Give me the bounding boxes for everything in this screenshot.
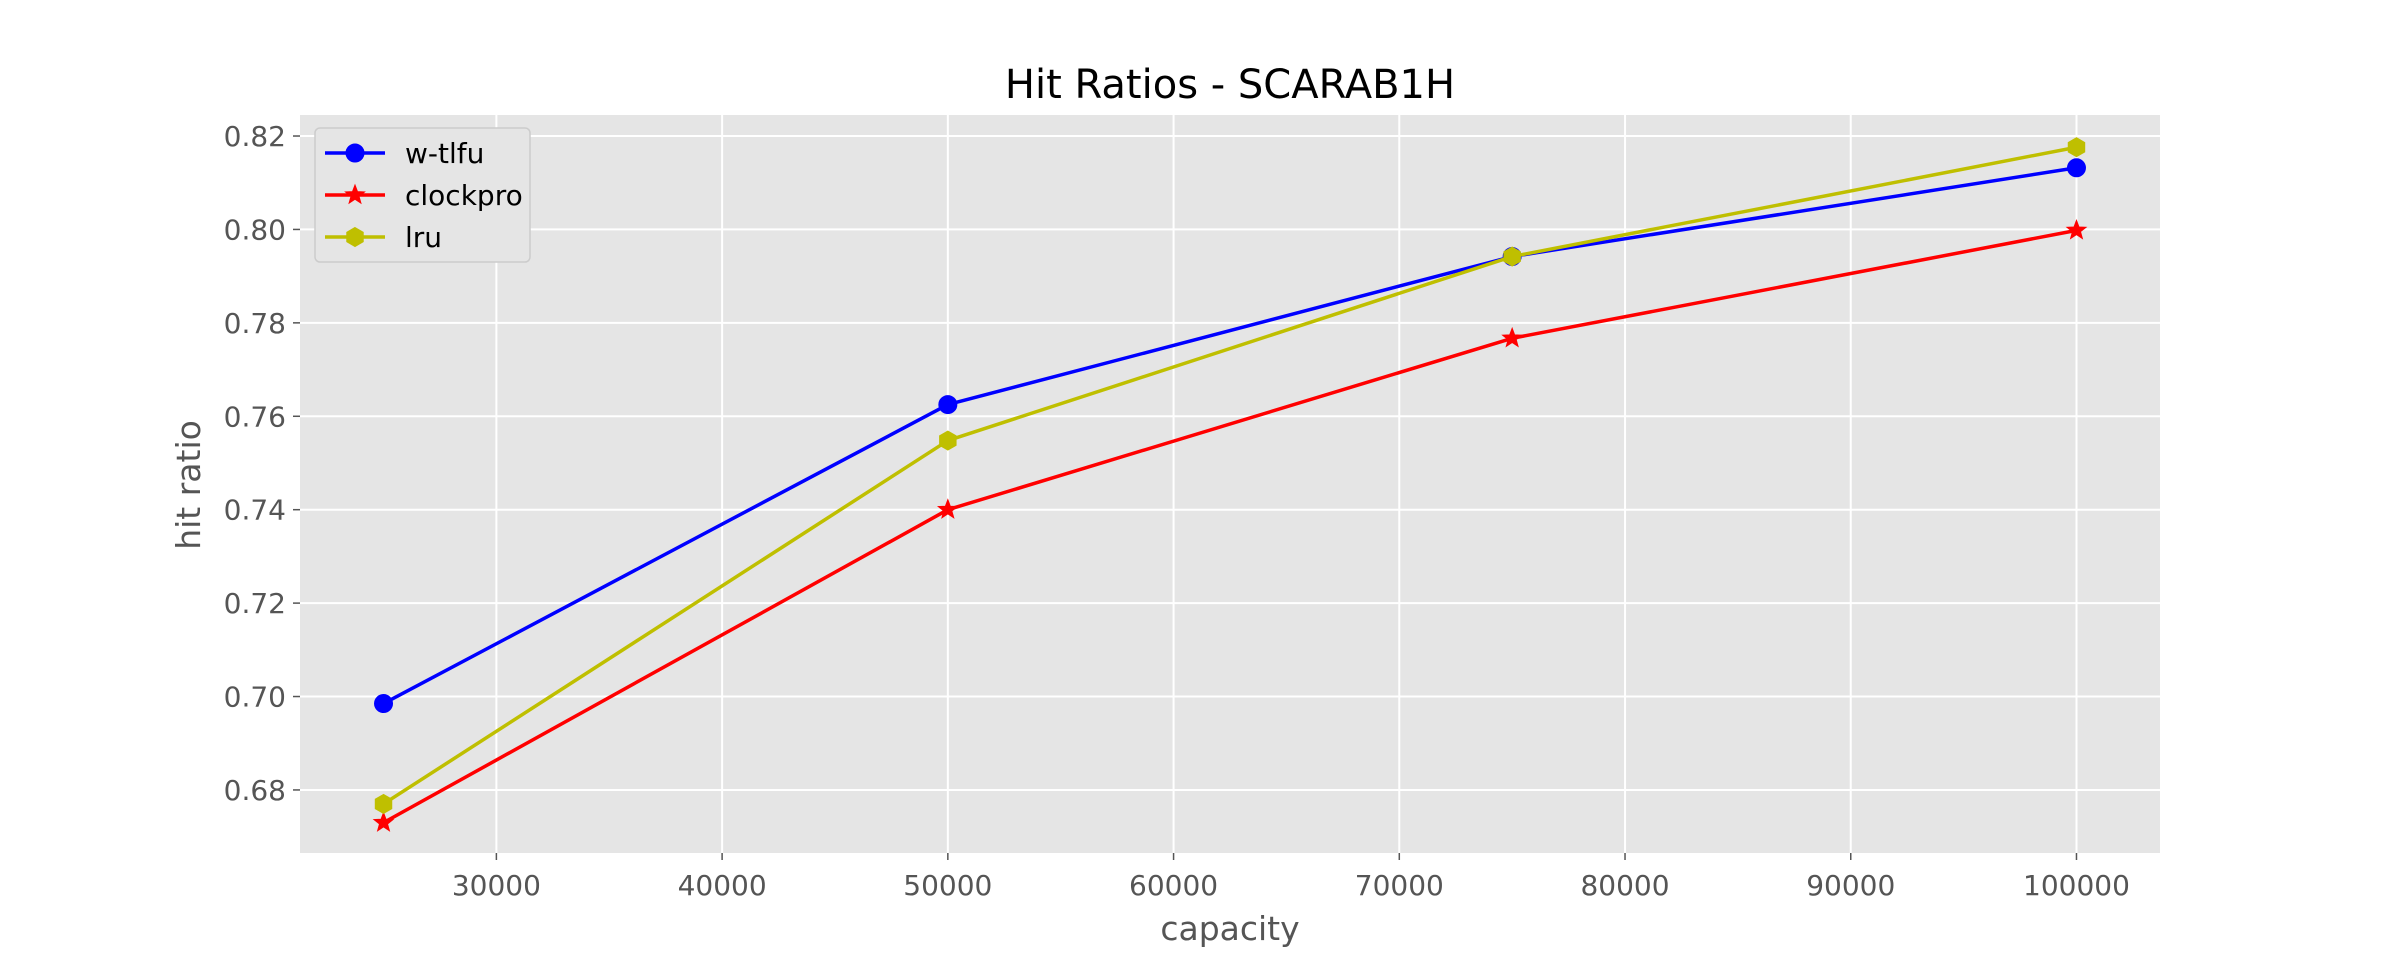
data-point-lru xyxy=(939,430,957,451)
data-point-clockpro xyxy=(1501,326,1524,348)
data-point-clockpro xyxy=(2065,218,2088,240)
legend-item-w-tlfu: w-tlfu xyxy=(325,137,484,170)
data-point-w-tlfu xyxy=(2066,158,2086,178)
legend-marker-clockpro xyxy=(344,183,366,205)
legend-marker-w-tlfu xyxy=(345,143,365,163)
series-line-clockpro xyxy=(382,228,2077,825)
x-tick-label: 40000 xyxy=(678,869,767,902)
y-tick-label: 0.72 xyxy=(224,587,286,620)
legend-item-lru: lru xyxy=(325,221,442,254)
y-tick-label: 0.80 xyxy=(224,213,286,246)
legend-item-clockpro: clockpro xyxy=(325,179,523,212)
legend: w-tlfu clockpro lru xyxy=(314,127,531,263)
data-point-lru xyxy=(2067,137,2086,158)
legend-label: clockpro xyxy=(405,179,523,212)
series-lru xyxy=(374,137,2086,815)
y-axis-ticks: 0.68 0.70 0.72 0.74 0.76 0.78 0.80 0.82 xyxy=(224,120,300,807)
x-tick-label: 100000 xyxy=(2023,869,2130,902)
chart-title: Hit Ratios - SCARAB1H xyxy=(1005,62,1455,108)
legend-label: w-tlfu xyxy=(405,137,484,170)
x-tick-label: 50000 xyxy=(903,869,992,902)
y-axis-title: hit ratio xyxy=(169,420,208,550)
y-tick-label: 0.76 xyxy=(224,400,286,433)
series-clockpro xyxy=(372,218,2088,832)
x-tick-label: 80000 xyxy=(1580,869,1669,902)
legend-marker-lru xyxy=(346,226,364,248)
data-point-w-tlfu xyxy=(938,395,958,415)
x-axis-ticks: 30000 40000 50000 60000 70000 80000 90000 10000… xyxy=(452,853,2130,902)
series-line-w-tlfu xyxy=(382,166,2077,706)
y-tick-label: 0.78 xyxy=(224,307,286,340)
x-tick-label: 30000 xyxy=(452,869,541,902)
data-point-clockpro xyxy=(372,811,395,832)
series-group xyxy=(372,137,2088,832)
y-tick-label: 0.70 xyxy=(224,681,286,714)
y-tick-label: 0.74 xyxy=(224,494,286,527)
y-tick-label: 0.82 xyxy=(224,120,286,153)
x-axis-title: capacity xyxy=(1160,909,1299,948)
y-tick-label: 0.68 xyxy=(224,774,286,807)
x-tick-label: 60000 xyxy=(1129,869,1218,902)
legend-label: lru xyxy=(405,221,442,254)
data-point-clockpro xyxy=(936,498,959,519)
legend-box xyxy=(314,127,531,263)
series-line-lru xyxy=(382,145,2077,806)
data-point-w-tlfu xyxy=(374,694,394,714)
x-tick-label: 90000 xyxy=(1806,869,1895,902)
data-point-lru xyxy=(1503,246,1521,267)
data-point-lru xyxy=(374,793,393,815)
x-tick-label: 70000 xyxy=(1355,869,1444,902)
plot-area xyxy=(300,115,2160,853)
